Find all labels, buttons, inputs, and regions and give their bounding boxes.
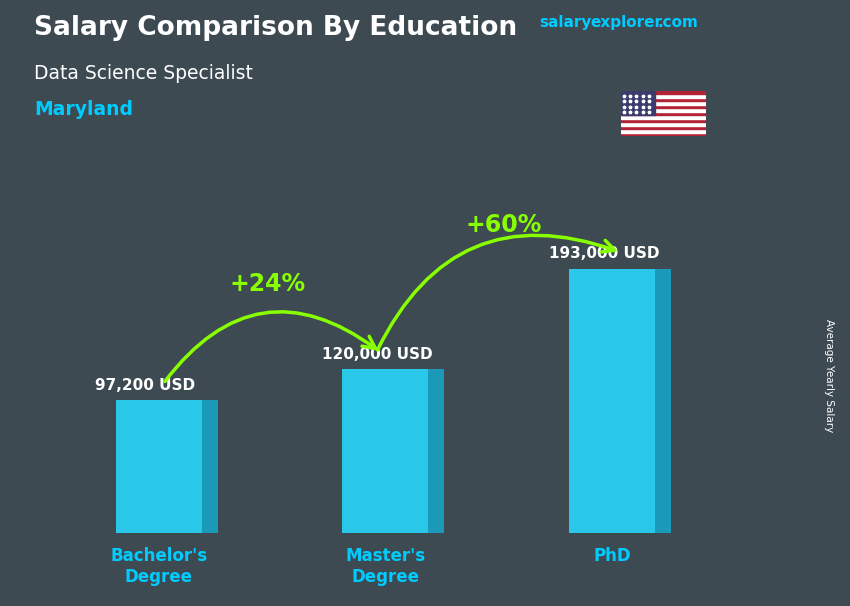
Text: .com: .com xyxy=(657,15,698,30)
Bar xyxy=(620,91,706,95)
Bar xyxy=(620,112,706,115)
Bar xyxy=(620,91,654,115)
Bar xyxy=(620,98,706,101)
Polygon shape xyxy=(428,369,445,533)
Text: 97,200 USD: 97,200 USD xyxy=(95,378,196,393)
Text: Salary Comparison By Education: Salary Comparison By Education xyxy=(34,15,517,41)
Bar xyxy=(620,95,706,98)
Text: 120,000 USD: 120,000 USD xyxy=(322,347,433,362)
Bar xyxy=(620,101,706,105)
Text: explorer: explorer xyxy=(590,15,662,30)
Bar xyxy=(620,126,706,129)
Polygon shape xyxy=(116,400,201,533)
Text: +60%: +60% xyxy=(465,213,541,237)
Bar xyxy=(620,119,706,122)
Polygon shape xyxy=(343,369,428,533)
Text: salary: salary xyxy=(540,15,592,30)
Text: Maryland: Maryland xyxy=(34,100,133,119)
Bar xyxy=(620,129,706,133)
Text: Data Science Specialist: Data Science Specialist xyxy=(34,64,253,82)
Polygon shape xyxy=(201,400,218,533)
Polygon shape xyxy=(569,269,655,533)
Polygon shape xyxy=(655,269,671,533)
Bar xyxy=(620,133,706,136)
Bar xyxy=(620,108,706,112)
Bar xyxy=(620,115,706,119)
Text: 193,000 USD: 193,000 USD xyxy=(548,245,659,261)
Text: Average Yearly Salary: Average Yearly Salary xyxy=(824,319,834,432)
Text: +24%: +24% xyxy=(230,271,305,296)
Bar xyxy=(620,122,706,126)
Bar xyxy=(620,105,706,108)
